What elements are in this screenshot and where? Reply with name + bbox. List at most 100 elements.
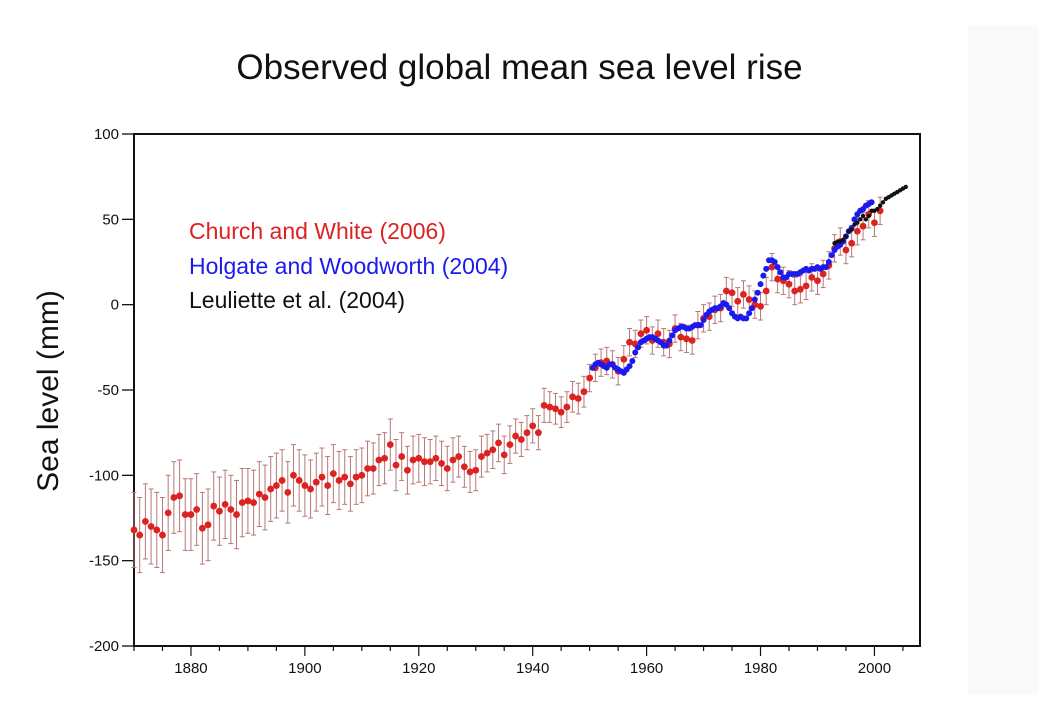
holgate-woodworth-point	[828, 252, 835, 259]
chart-title: Observed global mean sea level rise	[236, 48, 803, 87]
church-white-point	[683, 335, 690, 343]
church-white-point	[478, 453, 485, 460]
leuliette-point	[880, 200, 886, 205]
church-white-point	[221, 500, 229, 508]
holgate-woodworth-point	[669, 332, 676, 339]
church-white-point	[853, 227, 861, 235]
church-white-point	[386, 441, 394, 449]
church-white-point	[460, 463, 468, 471]
legend-entry-leuliette: Leuliette et al. (2004)	[189, 287, 405, 313]
church-white-point	[802, 282, 810, 290]
leuliette-point	[863, 217, 869, 222]
holgate-woodworth-point	[771, 259, 778, 265]
church-white-point	[722, 287, 730, 295]
church-white-point	[580, 388, 588, 396]
holgate-woodworth-point	[748, 305, 755, 312]
church-white-point	[415, 454, 423, 462]
y-tick-label: 50	[102, 211, 119, 228]
church-white-point	[757, 302, 764, 310]
church-white-point	[136, 531, 144, 539]
church-white-point	[318, 473, 326, 481]
church-white-point	[364, 465, 371, 472]
church-white-point	[233, 511, 240, 518]
church-white-point	[290, 471, 297, 479]
church-white-point	[227, 506, 235, 513]
church-white-point	[164, 509, 172, 517]
church-white-point	[426, 458, 434, 466]
church-white-point	[523, 429, 531, 437]
leuliette-point	[855, 220, 860, 225]
church-white-point	[335, 477, 343, 484]
church-white-point	[421, 458, 428, 466]
church-white-point	[574, 395, 582, 402]
church-white-point	[848, 239, 856, 247]
holgate-woodworth-point	[851, 216, 858, 223]
y-tick-label: -100	[89, 467, 119, 484]
church-white-point	[762, 287, 770, 295]
church-white-point	[176, 492, 183, 500]
leuliette-point	[877, 203, 883, 208]
leuliette-point	[875, 206, 880, 212]
legend-entry-holgate-woodworth: Holgate and Woodworth (2004)	[189, 253, 508, 279]
church-white-point	[506, 441, 514, 449]
church-white-point	[529, 422, 537, 430]
church-white-point	[569, 393, 576, 401]
holgate-woodworth-point	[666, 337, 673, 344]
church-white-point	[198, 524, 206, 532]
holgate-woodworth-point	[632, 349, 639, 356]
church-white-point	[796, 285, 804, 293]
church-white-point	[438, 459, 445, 467]
church-white-point	[432, 454, 440, 462]
holgate-woodworth-point	[763, 265, 770, 272]
church-white-point	[312, 478, 320, 486]
y-tick-label: 100	[94, 126, 119, 143]
church-white-point	[745, 296, 753, 303]
church-white-point	[244, 497, 252, 505]
church-white-point	[147, 523, 155, 530]
holgate-woodworth-point	[726, 305, 733, 312]
church-white-point	[278, 477, 286, 484]
church-white-point	[329, 470, 337, 478]
holgate-woodworth-point	[774, 264, 781, 271]
church-white-point	[455, 453, 463, 460]
church-white-point	[546, 403, 554, 411]
church-white-point	[307, 485, 314, 493]
leuliette-point	[866, 213, 871, 219]
church-white-point	[238, 499, 246, 507]
holgate-woodworth-point	[697, 322, 704, 329]
church-white-point	[347, 480, 354, 488]
church-white-point	[626, 338, 633, 346]
holgate-woodworth-point	[743, 315, 750, 322]
church-white-point	[654, 330, 662, 338]
x-axis: 1880 1900 1920 1940 1960 1980 2000	[133, 646, 904, 677]
x-tick-label: 1920	[402, 660, 435, 677]
plot-frame	[133, 133, 921, 647]
data-series	[130, 184, 908, 539]
leuliette-point	[840, 237, 846, 243]
church-white-point	[620, 355, 628, 363]
church-white-point	[512, 432, 520, 440]
x-tick-label: 1880	[174, 660, 207, 677]
church-white-point	[375, 456, 383, 464]
x-tick-label: 1940	[516, 660, 549, 677]
leuliette-point	[903, 184, 908, 190]
church-white-point	[284, 489, 292, 496]
x-tick-label: 1980	[744, 660, 777, 677]
church-white-point	[842, 246, 850, 254]
church-white-point	[819, 270, 827, 278]
holgate-woodworth-point	[635, 344, 642, 351]
church-white-point	[808, 273, 816, 281]
church-white-point	[204, 521, 212, 529]
church-white-point	[517, 436, 525, 443]
church-white-point	[159, 531, 166, 539]
church-white-point	[785, 280, 793, 288]
church-white-point	[210, 502, 218, 510]
church-white-point	[153, 526, 161, 534]
church-white-point	[409, 456, 417, 464]
y-axis: 100 50 0 -50 -100 -150 -200	[89, 126, 134, 655]
church-white-point	[586, 374, 594, 382]
church-white-point	[552, 405, 559, 413]
church-white-point	[369, 465, 377, 472]
